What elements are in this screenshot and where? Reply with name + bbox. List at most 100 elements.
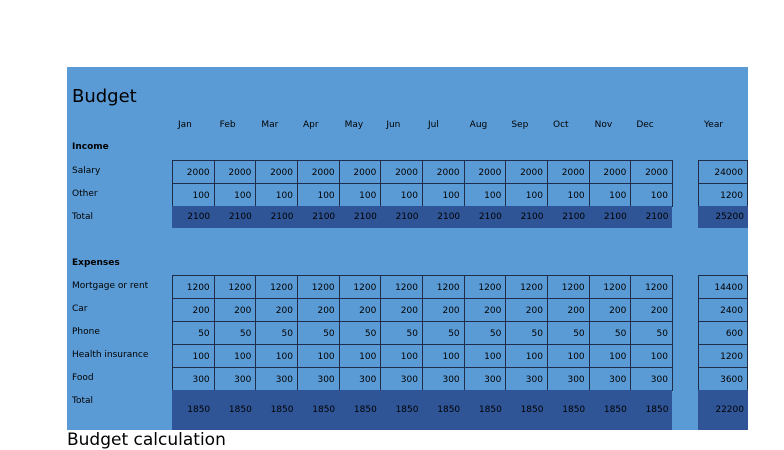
total-cell: 2100 (547, 205, 590, 228)
value-cell: 1200 (172, 274, 215, 299)
month-header: Oct (553, 120, 569, 130)
row-label: Phone (72, 326, 100, 337)
value-cell: 300 (505, 366, 548, 391)
value-cell: 100 (505, 343, 548, 368)
value-cell: 1200 (255, 274, 298, 299)
total-cell: 1850 (547, 389, 590, 430)
total-cell: 1850 (380, 389, 423, 430)
value-cell: 200 (213, 297, 257, 322)
month-header: Dec (636, 120, 654, 130)
value-cell: 100 (297, 343, 340, 368)
total-cell: 2100 (463, 205, 506, 228)
value-cell: 200 (172, 297, 215, 322)
value-cell: 300 (297, 366, 340, 391)
value-cell: 50 (172, 320, 215, 345)
value-cell: 50 (588, 320, 632, 345)
value-cell: 300 (380, 366, 423, 391)
value-cell: 100 (422, 343, 465, 368)
row-label: Health insurance (72, 349, 149, 360)
value-cell: 2000 (422, 159, 465, 184)
value-cell: 300 (255, 366, 298, 391)
total-cell: 2100 (588, 205, 631, 228)
sheet-title: Budget (72, 86, 137, 107)
value-cell: 200 (338, 297, 382, 322)
total-cell: 1850 (630, 389, 673, 430)
value-cell: 100 (505, 182, 548, 207)
section-label: Income (72, 141, 109, 152)
value-cell: 100 (297, 182, 340, 207)
total-label: Total (72, 395, 94, 406)
value-cell: 300 (630, 366, 673, 391)
total-cell: 2100 (255, 205, 298, 228)
total-cell: 2100 (380, 205, 423, 228)
value-cell: 2000 (380, 159, 423, 184)
year-cell: 24000 (698, 159, 748, 184)
value-cell: 100 (380, 343, 423, 368)
value-cell: 100 (630, 343, 673, 368)
month-header: Feb (219, 120, 236, 130)
value-cell: 1200 (630, 274, 673, 299)
footer-title: Budget calculation (67, 430, 226, 450)
year-cell: 14400 (698, 274, 748, 299)
value-cell: 50 (422, 320, 465, 345)
total-cell: 2100 (172, 205, 215, 228)
value-cell: 100 (630, 182, 673, 207)
value-cell: 1200 (505, 274, 548, 299)
month-header: Mar (261, 120, 279, 130)
value-cell: 100 (463, 182, 507, 207)
value-cell: 50 (255, 320, 298, 345)
value-cell: 1200 (297, 274, 340, 299)
value-cell: 2000 (547, 159, 590, 184)
value-cell: 50 (380, 320, 423, 345)
row-label: Mortgage or rent (72, 280, 149, 291)
value-cell: 100 (547, 343, 590, 368)
value-cell: 1200 (588, 274, 632, 299)
value-cell: 100 (255, 343, 298, 368)
value-cell: 200 (505, 297, 548, 322)
row-label: Other (72, 188, 98, 199)
year-cell: 1200 (698, 343, 748, 368)
value-cell: 2000 (463, 159, 507, 184)
year-header: Year (704, 120, 724, 130)
value-cell: 100 (338, 182, 382, 207)
month-header: Jul (428, 120, 439, 130)
value-cell: 1200 (547, 274, 590, 299)
value-cell: 100 (172, 343, 215, 368)
value-cell: 100 (172, 182, 215, 207)
year-total-cell: 25200 (698, 205, 748, 228)
value-cell: 1200 (213, 274, 257, 299)
value-cell: 50 (213, 320, 257, 345)
value-cell: 2000 (630, 159, 673, 184)
month-header: Sep (511, 120, 529, 130)
total-cell: 1850 (297, 389, 340, 430)
value-cell: 100 (213, 343, 257, 368)
value-cell: 100 (380, 182, 423, 207)
value-cell: 300 (422, 366, 465, 391)
value-cell: 300 (172, 366, 215, 391)
total-cell: 1850 (463, 389, 506, 430)
total-cell: 2100 (297, 205, 340, 228)
value-cell: 300 (463, 366, 507, 391)
value-cell: 2000 (505, 159, 548, 184)
value-cell: 200 (380, 297, 423, 322)
value-cell: 100 (422, 182, 465, 207)
value-cell: 50 (297, 320, 340, 345)
value-cell: 2000 (338, 159, 382, 184)
year-cell: 600 (698, 320, 748, 345)
value-cell: 50 (547, 320, 590, 345)
value-cell: 1200 (422, 274, 465, 299)
value-cell: 200 (297, 297, 340, 322)
year-total-cell: 22200 (698, 389, 748, 430)
value-cell: 50 (463, 320, 507, 345)
year-cell: 3600 (698, 366, 748, 391)
value-cell: 1200 (380, 274, 423, 299)
total-label: Total (72, 211, 94, 222)
section-label: Expenses (72, 257, 120, 268)
value-cell: 200 (630, 297, 673, 322)
value-cell: 100 (338, 343, 382, 368)
value-cell: 1200 (463, 274, 507, 299)
value-cell: 100 (588, 182, 632, 207)
total-cell: 1850 (505, 389, 548, 430)
value-cell: 300 (588, 366, 632, 391)
